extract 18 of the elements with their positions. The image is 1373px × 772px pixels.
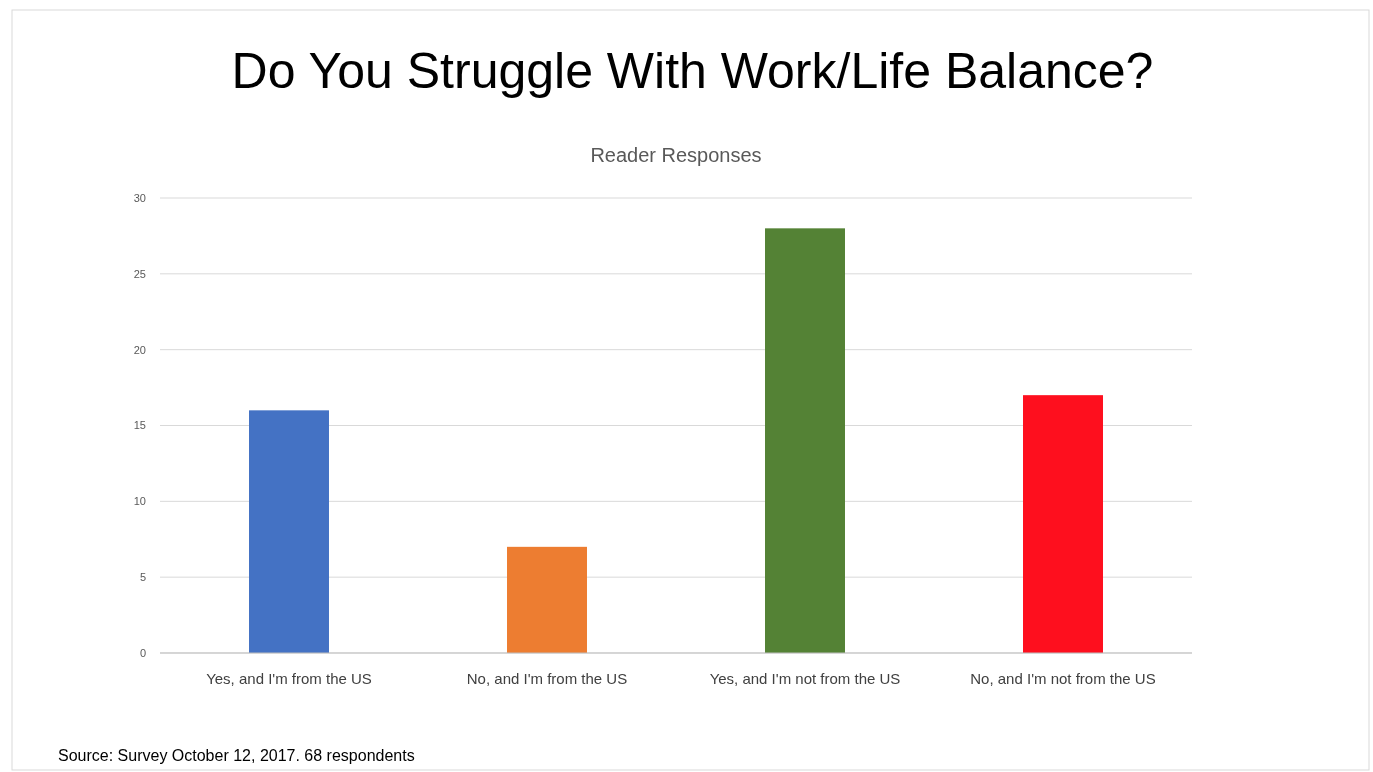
bar [507,546,587,653]
source-note: Source: Survey October 12, 2017. 68 respondents [58,747,415,764]
chart-title: Do You Struggle With Work/Life Balance? [231,43,1154,99]
y-tick-label: 5 [139,571,146,584]
y-tick-label: 10 [133,495,146,508]
bar [249,410,329,653]
bar [1023,395,1103,653]
chart-subtitle: Reader Responses [590,144,762,166]
y-tick-label: 20 [133,343,146,356]
bar [765,228,845,653]
x-tick-label: No, and I'm from the US [466,670,628,687]
x-tick-label: Yes, and I'm from the US [206,670,372,687]
x-tick-label: No, and I'm not from the US [970,670,1156,687]
y-tick-label: 30 [133,191,146,204]
y-tick-label: 25 [133,267,146,280]
x-tick-label: Yes, and I'm not from the US [709,670,901,687]
y-tick-label: 15 [133,419,146,432]
y-tick-label: 0 [139,646,146,659]
